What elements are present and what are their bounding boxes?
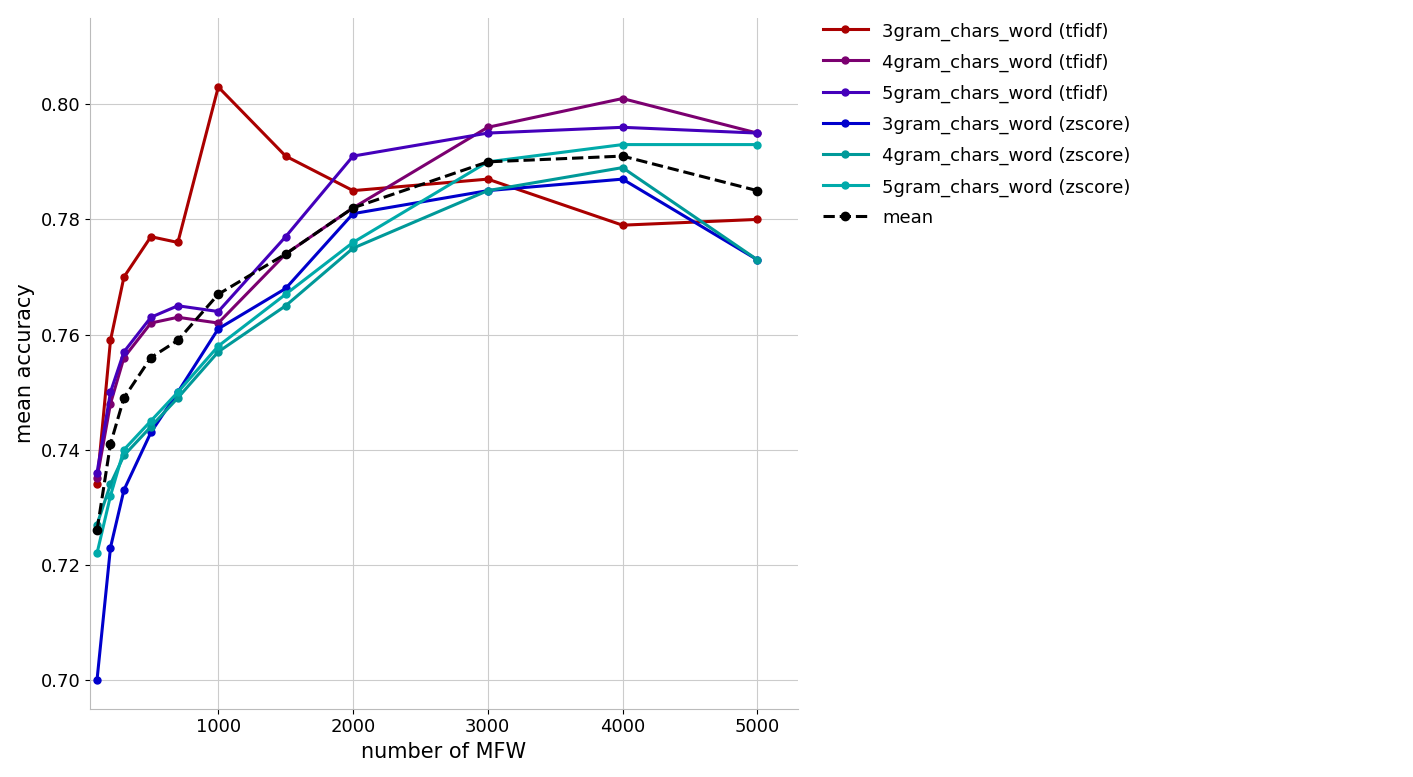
4gram_chars_word (tfidf) (102, 399, 119, 408)
3gram_chars_word (zscore) (209, 324, 226, 333)
Line: 3gram_chars_word (zscore): 3gram_chars_word (zscore) (93, 176, 760, 684)
3gram_chars_word (zscore) (170, 388, 187, 397)
mean (479, 157, 496, 166)
5gram_chars_word (tfidf) (345, 152, 362, 161)
Line: 5gram_chars_word (tfidf): 5gram_chars_word (tfidf) (93, 124, 760, 476)
3gram_chars_word (tfidf) (170, 238, 187, 247)
3gram_chars_word (zscore) (749, 255, 766, 264)
4gram_chars_word (tfidf) (170, 312, 187, 322)
3gram_chars_word (tfidf) (479, 175, 496, 184)
5gram_chars_word (zscore) (116, 445, 133, 455)
5gram_chars_word (tfidf) (749, 128, 766, 138)
4gram_chars_word (tfidf) (615, 94, 632, 103)
5gram_chars_word (zscore) (89, 549, 106, 558)
mean (749, 186, 766, 195)
mean (143, 353, 160, 362)
5gram_chars_word (tfidf) (277, 232, 294, 242)
3gram_chars_word (zscore) (89, 675, 106, 685)
4gram_chars_word (zscore) (170, 393, 187, 402)
5gram_chars_word (zscore) (479, 157, 496, 166)
Legend: 3gram_chars_word (tfidf), 4gram_chars_word (tfidf), 5gram_chars_word (tfidf), 3g: 3gram_chars_word (tfidf), 4gram_chars_wo… (814, 13, 1140, 236)
4gram_chars_word (zscore) (749, 255, 766, 264)
4gram_chars_word (zscore) (615, 163, 632, 172)
3gram_chars_word (zscore) (615, 175, 632, 184)
3gram_chars_word (tfidf) (89, 479, 106, 489)
5gram_chars_word (zscore) (615, 140, 632, 149)
5gram_chars_word (zscore) (102, 491, 119, 500)
4gram_chars_word (zscore) (102, 479, 119, 489)
5gram_chars_word (tfidf) (102, 388, 119, 397)
mean (209, 290, 226, 299)
mean (116, 393, 133, 402)
mean (102, 439, 119, 448)
4gram_chars_word (tfidf) (89, 474, 106, 483)
3gram_chars_word (zscore) (479, 186, 496, 195)
5gram_chars_word (zscore) (209, 341, 226, 350)
mean (277, 249, 294, 259)
4gram_chars_word (zscore) (479, 186, 496, 195)
4gram_chars_word (tfidf) (116, 353, 133, 362)
5gram_chars_word (tfidf) (209, 307, 226, 316)
mean (345, 204, 362, 213)
Line: 4gram_chars_word (zscore): 4gram_chars_word (zscore) (93, 164, 760, 528)
5gram_chars_word (tfidf) (615, 123, 632, 132)
3gram_chars_word (tfidf) (749, 214, 766, 224)
mean (615, 152, 632, 161)
4gram_chars_word (tfidf) (345, 204, 362, 213)
3gram_chars_word (zscore) (143, 428, 160, 437)
4gram_chars_word (zscore) (89, 520, 106, 529)
5gram_chars_word (zscore) (143, 416, 160, 426)
5gram_chars_word (tfidf) (170, 301, 187, 311)
mean (170, 336, 187, 345)
3gram_chars_word (tfidf) (209, 82, 226, 92)
3gram_chars_word (tfidf) (102, 336, 119, 345)
Line: 3gram_chars_word (tfidf): 3gram_chars_word (tfidf) (93, 84, 760, 488)
4gram_chars_word (zscore) (277, 301, 294, 311)
5gram_chars_word (tfidf) (116, 347, 133, 357)
3gram_chars_word (tfidf) (143, 232, 160, 242)
4gram_chars_word (tfidf) (479, 123, 496, 132)
5gram_chars_word (zscore) (749, 140, 766, 149)
3gram_chars_word (tfidf) (277, 152, 294, 161)
3gram_chars_word (tfidf) (345, 186, 362, 195)
4gram_chars_word (zscore) (345, 243, 362, 253)
Line: 5gram_chars_word (zscore): 5gram_chars_word (zscore) (93, 141, 760, 557)
3gram_chars_word (zscore) (345, 209, 362, 218)
5gram_chars_word (tfidf) (143, 312, 160, 322)
4gram_chars_word (zscore) (209, 347, 226, 357)
5gram_chars_word (zscore) (170, 388, 187, 397)
5gram_chars_word (zscore) (277, 290, 294, 299)
4gram_chars_word (zscore) (116, 451, 133, 460)
5gram_chars_word (tfidf) (479, 128, 496, 138)
4gram_chars_word (tfidf) (749, 128, 766, 138)
4gram_chars_word (zscore) (143, 422, 160, 431)
5gram_chars_word (tfidf) (89, 468, 106, 477)
4gram_chars_word (tfidf) (277, 249, 294, 259)
3gram_chars_word (zscore) (116, 486, 133, 495)
3gram_chars_word (zscore) (277, 284, 294, 293)
4gram_chars_word (tfidf) (143, 319, 160, 328)
Line: 4gram_chars_word (tfidf): 4gram_chars_word (tfidf) (93, 95, 760, 482)
X-axis label: number of MFW: number of MFW (362, 742, 527, 762)
mean (89, 525, 106, 535)
4gram_chars_word (tfidf) (209, 319, 226, 328)
Line: mean: mean (93, 152, 762, 535)
5gram_chars_word (zscore) (345, 238, 362, 247)
3gram_chars_word (tfidf) (116, 272, 133, 281)
3gram_chars_word (tfidf) (615, 221, 632, 230)
3gram_chars_word (zscore) (102, 543, 119, 552)
Y-axis label: mean accuracy: mean accuracy (16, 284, 35, 443)
